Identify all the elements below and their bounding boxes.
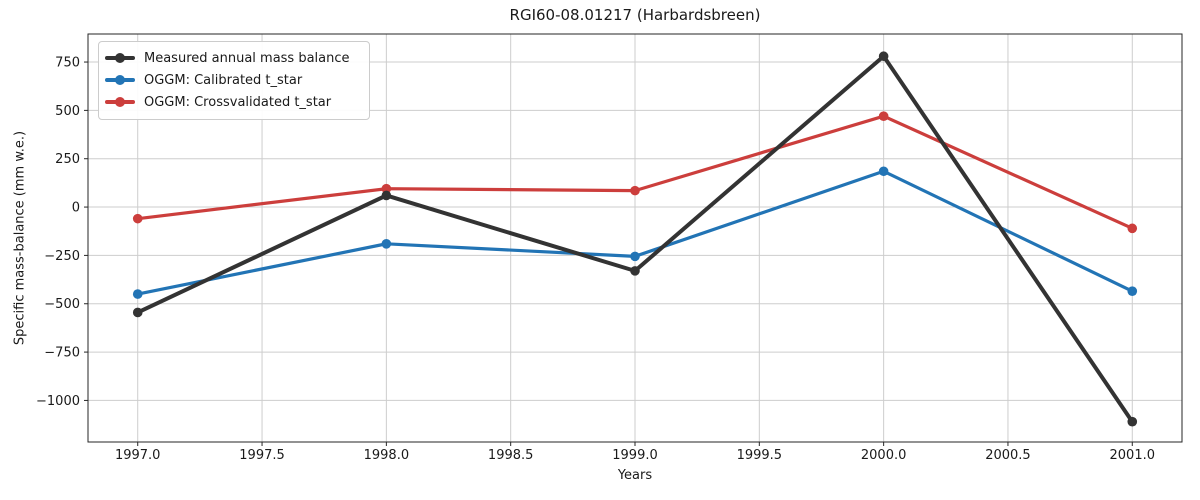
y-tick-label: 500 <box>55 104 80 119</box>
y-tick-label: −500 <box>44 297 80 312</box>
series-marker-2 <box>630 185 640 196</box>
series-marker-0 <box>630 266 640 276</box>
x-tick-label: 1998.0 <box>364 448 410 463</box>
x-tick-label: 1999.0 <box>612 448 658 463</box>
x-tick-label: 1997.0 <box>115 448 161 463</box>
x-tick-label: 1999.5 <box>737 448 783 463</box>
series-marker-1 <box>381 239 392 249</box>
legend: Measured annual mass balance OGGM: Calib… <box>98 41 370 120</box>
series-marker-2 <box>878 111 889 121</box>
legend-line-sample-measured <box>105 53 135 63</box>
series-marker-2 <box>132 213 143 224</box>
y-tick-label: 250 <box>55 152 80 167</box>
legend-item-crossvalidated: OGGM: Crossvalidated t_star <box>105 91 361 113</box>
x-tick-label: 1998.5 <box>488 448 534 463</box>
series-marker-1 <box>630 251 640 262</box>
series-marker-1 <box>878 166 889 177</box>
x-tick-label: 1997.5 <box>239 448 285 463</box>
series-marker-0 <box>132 307 143 318</box>
x-tick-label: 2000.5 <box>985 448 1031 463</box>
legend-label: Measured annual mass balance <box>144 50 350 66</box>
series-marker-1 <box>132 289 143 299</box>
x-axis-label: Years <box>617 468 653 483</box>
series-marker-0 <box>1127 416 1138 427</box>
legend-line-sample-calibrated <box>105 75 135 85</box>
y-axis-label: Specific mass-balance (mm w.e.) <box>12 130 28 346</box>
y-tick-label: −750 <box>44 346 80 361</box>
x-tick-label: 2000.0 <box>861 448 907 463</box>
y-tick-label: 750 <box>55 56 80 71</box>
series-marker-0 <box>381 190 392 201</box>
legend-label: OGGM: Crossvalidated t_star <box>144 94 332 110</box>
legend-item-measured: Measured annual mass balance <box>105 47 361 69</box>
legend-label: OGGM: Calibrated t_star <box>144 72 303 88</box>
y-tick-label: 0 <box>72 201 80 216</box>
x-tick-label: 2001.0 <box>1110 448 1156 463</box>
series-marker-2 <box>381 183 392 194</box>
legend-item-calibrated: OGGM: Calibrated t_star <box>105 69 361 91</box>
series-marker-1 <box>1127 286 1138 296</box>
legend-marker-dot <box>115 97 125 107</box>
y-tick-label: −250 <box>44 249 80 264</box>
legend-marker-dot <box>115 53 125 63</box>
series-marker-2 <box>1127 223 1138 234</box>
chart-title: RGI60-08.01217 (Harbardsbreen) <box>509 6 761 24</box>
legend-line-sample-crossvalidated <box>105 97 135 107</box>
series-marker-0 <box>878 51 889 62</box>
legend-marker-dot <box>115 75 125 85</box>
y-tick-label: −1000 <box>36 394 80 409</box>
